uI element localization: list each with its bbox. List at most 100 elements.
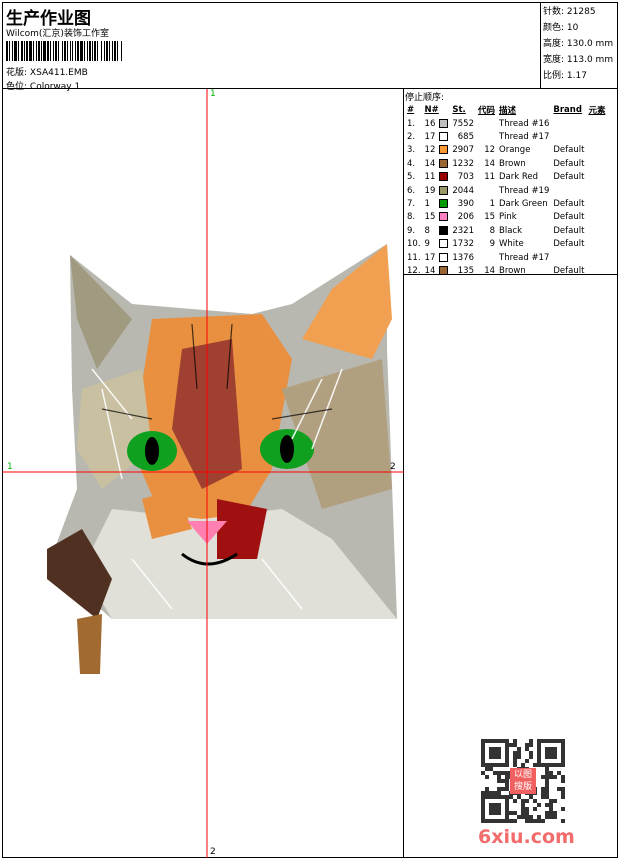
thread-brand xyxy=(551,117,586,130)
stitch-count: 206 xyxy=(457,212,474,223)
needle-number: 16 xyxy=(424,118,436,129)
thread-row: 2. 17 685 Thread #17 xyxy=(405,130,607,143)
stop-number: 6. xyxy=(407,185,416,196)
color-swatch xyxy=(437,144,450,157)
thread-row: 6. 19 2044 Thread #19 xyxy=(405,184,607,197)
thread-code: 14 xyxy=(484,158,496,169)
cat-embroidery-image xyxy=(47,244,397,674)
thread-description: Thread #19 xyxy=(499,185,550,196)
design-value: XSA411.EMB xyxy=(29,68,88,78)
stop-number: 12. xyxy=(407,265,421,276)
thread-description: Dark Green xyxy=(499,199,548,210)
color-swatch xyxy=(437,157,450,170)
watermark-logo: 6xiu.com xyxy=(478,826,575,848)
thread-code xyxy=(476,117,497,130)
color-swatch xyxy=(437,264,450,277)
colorway-value: Colorway 1 xyxy=(29,82,81,92)
column-header: 代码 xyxy=(478,106,496,116)
thread-description: Thread #17 xyxy=(499,132,550,143)
thread-table: # N# St. 代码 描述 Brand 元素 1. 16 7552 Thread #16 … xyxy=(405,103,607,278)
crosshair-label-bottom: 2 xyxy=(210,847,216,857)
stitch-count: 2321 xyxy=(452,225,474,236)
company-name: Wilcom(汇京)装饰工作室 xyxy=(6,29,109,39)
thread-description: Black xyxy=(499,225,523,236)
color-swatch xyxy=(437,238,450,251)
thread-brand: Default xyxy=(553,225,585,236)
thread-code: 12 xyxy=(484,145,496,156)
thread-brand: Default xyxy=(553,212,585,223)
design-canvas: 1 1 2 2 xyxy=(2,89,404,858)
thread-description: Brown xyxy=(499,265,526,276)
stop-number: 5. xyxy=(407,172,416,183)
color-swatch xyxy=(437,184,450,197)
design-label: 花版: xyxy=(6,68,28,78)
color-swatch xyxy=(437,224,450,237)
thread-description: Orange xyxy=(499,145,531,156)
thread-row: 10. 9 1732 9 White Default xyxy=(405,238,607,251)
design-info: 针数: 21285 颜色: 10 高度: 130.0 mm 宽度: 113.0 … xyxy=(541,2,618,89)
stop-number: 11. xyxy=(407,252,421,263)
thread-row: 8. 15 206 15 Pink Default xyxy=(405,211,607,224)
crosshair-label-left: 1 xyxy=(7,462,13,472)
thread-brand: Default xyxy=(553,172,585,183)
design-file: 花版: XSA411.EMB xyxy=(6,65,88,78)
stitch-count: 1732 xyxy=(452,239,474,250)
needle-number: 1 xyxy=(424,199,430,210)
thread-code: 14 xyxy=(484,265,496,276)
design-scale: 比例: 1.17 xyxy=(543,71,587,81)
stop-number: 9. xyxy=(407,225,416,236)
needle-number: 17 xyxy=(424,132,436,143)
color-swatch xyxy=(437,197,450,210)
color-swatch xyxy=(437,211,450,224)
header: 生产作业图 Wilcom(汇京)装饰工作室 花版: XSA411.EMB 色位:… xyxy=(2,2,541,92)
thread-brand xyxy=(551,251,586,264)
thread-description: Dark Red xyxy=(499,172,539,183)
needle-number: 8 xyxy=(424,225,430,236)
thread-brand: Default xyxy=(553,158,585,169)
thread-row: 5. 11 703 11 Dark Red Default xyxy=(405,171,607,184)
thread-code xyxy=(476,251,497,264)
stitch-count: 685 xyxy=(457,132,474,143)
design-height: 高度: 130.0 mm xyxy=(543,39,614,49)
thread-description: Brown xyxy=(499,158,526,169)
thread-brand: Default xyxy=(553,239,585,250)
needle-number: 11 xyxy=(424,172,436,183)
thread-code xyxy=(476,184,497,197)
embroidery-preview xyxy=(2,89,404,858)
thread-row: 11. 17 1376 Thread #17 xyxy=(405,251,607,264)
colorway: 色位: Colorway 1 xyxy=(6,79,80,92)
thread-row: 3. 12 2907 12 Orange Default xyxy=(405,144,607,157)
design-width: 宽度: 113.0 mm xyxy=(543,55,614,65)
stitch-count: 1232 xyxy=(452,158,474,169)
stitch-count: 135 xyxy=(457,265,474,276)
stop-sequence-title: 停止顺序: xyxy=(405,93,445,103)
thread-brand xyxy=(551,130,586,143)
seal-logo: 以图 搜版 xyxy=(510,768,536,794)
needle-number: 14 xyxy=(424,158,436,169)
column-header: Brand xyxy=(553,105,582,115)
thread-description: Pink xyxy=(499,212,517,223)
thread-row: 4. 14 1232 14 Brown Default xyxy=(405,157,607,170)
column-header: # xyxy=(407,105,415,115)
column-header: St. xyxy=(452,105,466,115)
thread-code xyxy=(476,130,497,143)
stitch-count: 针数: 21285 xyxy=(543,7,596,17)
stop-number: 4. xyxy=(407,158,416,169)
column-header: N# xyxy=(424,105,439,115)
needle-number: 12 xyxy=(424,145,436,156)
thread-brand xyxy=(551,184,586,197)
crosshair-label-right: 2 xyxy=(390,462,396,472)
stitch-count: 2907 xyxy=(452,145,474,156)
stop-sequence-panel: 停止顺序: # N# St. 代码 描述 Brand 元素 1. 16 7552 Threa… xyxy=(404,89,618,278)
color-swatch xyxy=(437,117,450,130)
stitch-count: 2044 xyxy=(452,185,474,196)
thread-row: 7. 1 390 1 Dark Green Default xyxy=(405,197,607,210)
stop-number: 1. xyxy=(407,118,416,129)
stitch-count: 390 xyxy=(457,199,474,210)
thread-description: Thread #16 xyxy=(499,118,550,129)
crosshair-label-top: 1 xyxy=(210,89,216,99)
stop-number: 7. xyxy=(407,199,416,210)
colorway-label: 色位: xyxy=(6,82,28,92)
thread-description: Thread #17 xyxy=(499,252,550,263)
